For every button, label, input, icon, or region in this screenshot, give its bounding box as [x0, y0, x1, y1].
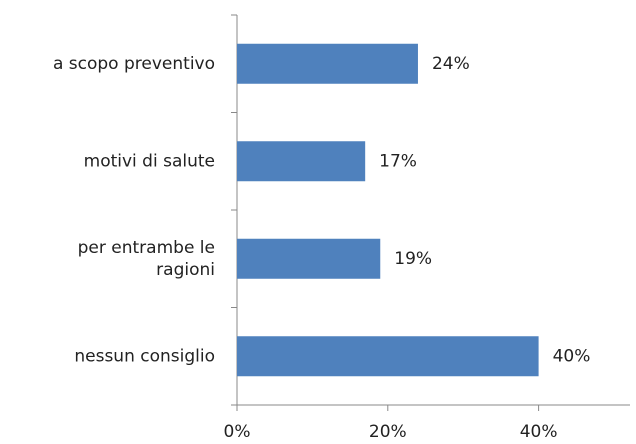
x-tick-label: 40% — [520, 422, 558, 442]
bar — [237, 336, 539, 377]
value-label: 19% — [394, 249, 432, 269]
bar — [237, 238, 381, 279]
y-tick-label: a scopo preventivo — [53, 54, 215, 74]
value-label: 17% — [379, 151, 417, 171]
y-tick-label: motivi di salute — [84, 151, 215, 171]
bar — [237, 141, 366, 182]
bar — [237, 43, 418, 84]
x-tick-label: 20% — [369, 422, 407, 442]
y-tick-label: nessun consiglio — [74, 346, 215, 366]
x-tick-label: 0% — [224, 422, 251, 442]
value-label: 40% — [553, 346, 591, 366]
value-label: 24% — [432, 54, 470, 74]
y-tick-label: per entrambe le ragioni — [78, 238, 215, 280]
